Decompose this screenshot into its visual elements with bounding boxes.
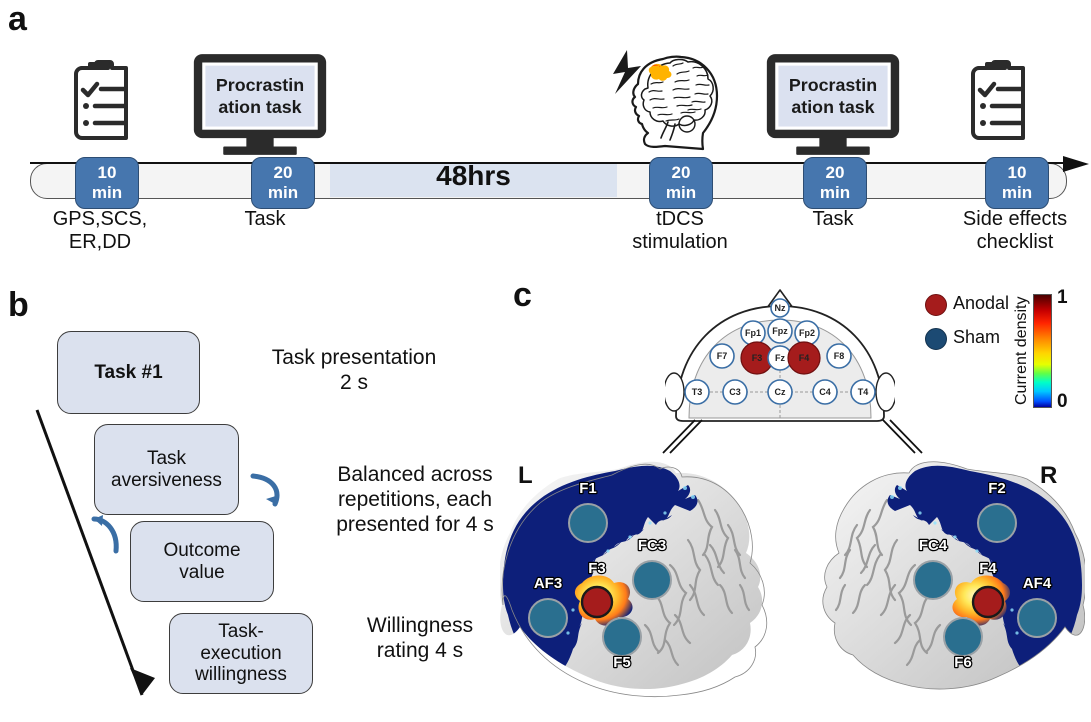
svg-text:T4: T4 [858,387,869,397]
svg-text:F1: F1 [579,480,597,497]
svg-text:ation task: ation task [218,97,301,117]
svg-text:F7: F7 [717,351,728,361]
svg-text:C3: C3 [729,387,741,397]
svg-text:F4: F4 [799,353,810,363]
svg-text:Fp2: Fp2 [799,328,815,338]
svg-text:Procrastin: Procrastin [216,75,304,95]
svg-text:F6: F6 [954,654,972,671]
svg-text:F3: F3 [752,353,763,363]
svg-text:F5: F5 [613,654,631,671]
svg-text:AF3: AF3 [534,575,562,592]
svg-text:FC4: FC4 [919,537,948,554]
svg-text:Fp1: Fp1 [745,328,761,338]
svg-text:Nz: Nz [775,303,786,313]
svg-text:Fpz: Fpz [772,326,788,336]
svg-text:F8: F8 [834,351,845,361]
svg-text:F3: F3 [588,560,606,577]
svg-text:Fz: Fz [775,353,785,363]
svg-text:F2: F2 [988,480,1006,497]
svg-text:ation task: ation task [791,97,874,117]
svg-text:T3: T3 [692,387,703,397]
svg-text:FC3: FC3 [638,537,666,554]
svg-text:Procrastin: Procrastin [789,75,877,95]
svg-text:F4: F4 [979,560,997,577]
svg-text:C4: C4 [819,387,831,397]
svg-text:Cz: Cz [775,387,786,397]
svg-text:AF4: AF4 [1023,575,1052,592]
